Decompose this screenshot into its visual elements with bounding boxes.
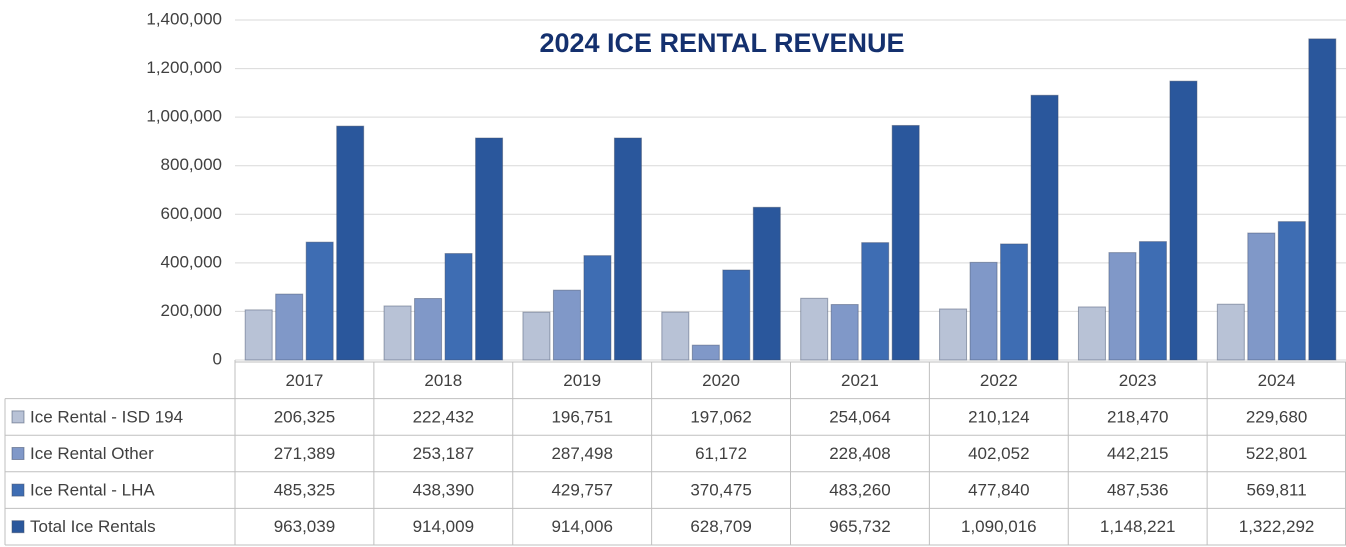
legend-label: Ice Rental - ISD 194 bbox=[30, 407, 183, 426]
data-label: 228,408 bbox=[829, 444, 890, 463]
y-tick-label: 400,000 bbox=[161, 252, 222, 271]
x-tick-label: 2022 bbox=[980, 371, 1018, 390]
bar bbox=[305, 241, 334, 361]
data-label: 965,732 bbox=[829, 517, 890, 536]
y-tick-label: 200,000 bbox=[161, 301, 222, 320]
x-tick-label: 2019 bbox=[563, 371, 601, 390]
data-label: 914,009 bbox=[413, 517, 474, 536]
data-label: 429,757 bbox=[551, 481, 612, 500]
data-label: 222,432 bbox=[413, 407, 474, 426]
data-label: 628,709 bbox=[690, 517, 751, 536]
bar bbox=[969, 261, 998, 361]
data-label: 287,498 bbox=[551, 444, 612, 463]
y-tick-label: 1,200,000 bbox=[146, 58, 222, 77]
y-tick-label: 800,000 bbox=[161, 155, 222, 174]
x-tick-label: 2023 bbox=[1119, 371, 1157, 390]
bar bbox=[383, 305, 412, 361]
bar bbox=[1247, 232, 1276, 361]
data-label: 522,801 bbox=[1246, 444, 1307, 463]
legend-key bbox=[11, 483, 25, 497]
bar bbox=[414, 298, 443, 361]
bar bbox=[939, 308, 968, 361]
bar bbox=[1216, 303, 1245, 361]
chart-title: 2024 ICE RENTAL REVENUE bbox=[539, 28, 904, 58]
data-label: 402,052 bbox=[968, 444, 1029, 463]
data-label: 253,187 bbox=[413, 444, 474, 463]
data-label: 1,090,016 bbox=[961, 517, 1037, 536]
data-label: 271,389 bbox=[274, 444, 335, 463]
data-table: 2017 2018 2019 2020 2021 2022 2023 2024 Ice Rent… bbox=[4, 360, 1346, 546]
data-label: 485,325 bbox=[274, 481, 335, 500]
data-label: 1,148,221 bbox=[1100, 517, 1176, 536]
data-label: 914,006 bbox=[551, 517, 612, 536]
bar bbox=[861, 242, 890, 361]
data-label: 487,536 bbox=[1107, 481, 1168, 500]
legend-key bbox=[11, 410, 25, 424]
bar bbox=[752, 206, 781, 361]
data-label: 370,475 bbox=[690, 481, 751, 500]
data-label: 197,062 bbox=[690, 407, 751, 426]
bar bbox=[613, 137, 642, 361]
bar bbox=[1138, 241, 1167, 361]
bar bbox=[522, 311, 551, 361]
x-tick-label: 2024 bbox=[1258, 371, 1296, 390]
x-tick-label: 2017 bbox=[286, 371, 324, 390]
legend-label: Total Ice Rentals bbox=[30, 517, 156, 536]
data-label: 963,039 bbox=[274, 517, 335, 536]
y-tick-label: 1,400,000 bbox=[146, 9, 222, 28]
legend-label: Ice Rental - LHA bbox=[30, 481, 155, 500]
bar-layer bbox=[244, 38, 1337, 361]
bar bbox=[830, 304, 859, 361]
data-label: 61,172 bbox=[695, 444, 747, 463]
bar bbox=[1030, 94, 1059, 361]
bar bbox=[1308, 38, 1337, 361]
x-tick-label: 2020 bbox=[702, 371, 740, 390]
data-label: 210,124 bbox=[968, 407, 1029, 426]
legend-key bbox=[11, 520, 25, 534]
data-label: 254,064 bbox=[829, 407, 890, 426]
data-label: 442,215 bbox=[1107, 444, 1168, 463]
data-label: 196,751 bbox=[551, 407, 612, 426]
bar bbox=[800, 297, 829, 361]
bar bbox=[722, 269, 751, 361]
bar bbox=[891, 124, 920, 361]
x-tick-label: 2018 bbox=[424, 371, 462, 390]
data-label: 218,470 bbox=[1107, 407, 1168, 426]
data-label: 206,325 bbox=[274, 407, 335, 426]
bar bbox=[1000, 243, 1029, 361]
bar bbox=[1277, 221, 1306, 361]
bar bbox=[1169, 80, 1198, 361]
bar bbox=[661, 311, 690, 361]
y-tick-label: 600,000 bbox=[161, 204, 222, 223]
data-label: 483,260 bbox=[829, 481, 890, 500]
bar bbox=[475, 137, 504, 361]
bar bbox=[1108, 252, 1137, 361]
y-tick-label: 1,000,000 bbox=[146, 107, 222, 126]
bar bbox=[1077, 306, 1106, 361]
data-label: 229,680 bbox=[1246, 407, 1307, 426]
bar bbox=[552, 289, 581, 361]
bar bbox=[583, 255, 612, 361]
data-label: 569,811 bbox=[1246, 481, 1306, 500]
bar bbox=[691, 344, 720, 361]
y-tick-label: 0 bbox=[213, 349, 222, 368]
data-label: 1,322,292 bbox=[1239, 517, 1315, 536]
grid-layer: 0 200,000 400,000 600,000 800,000 1,000,000 1,… bbox=[146, 9, 1346, 368]
legend-label: Ice Rental Other bbox=[30, 444, 154, 463]
bar bbox=[244, 309, 273, 361]
bar bbox=[275, 293, 304, 361]
data-label: 438,390 bbox=[413, 481, 474, 500]
legend-key bbox=[11, 447, 25, 460]
bar bbox=[336, 125, 365, 361]
bar bbox=[444, 253, 473, 361]
data-label: 477,840 bbox=[968, 481, 1029, 500]
x-tick-label: 2021 bbox=[841, 371, 879, 390]
